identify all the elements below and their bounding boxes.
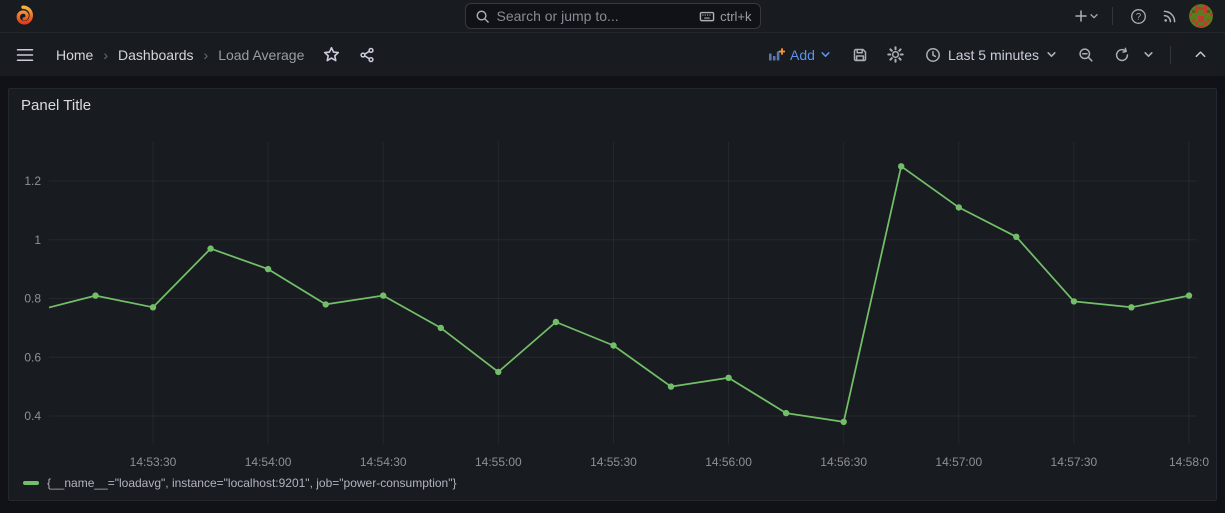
breadcrumb: Home › Dashboards › Load Average <box>56 47 304 63</box>
dashboard-toolbar: Home › Dashboards › Load Average <box>0 33 1225 76</box>
top-nav-bar: ctrl+k ? <box>0 0 1225 33</box>
keyboard-icon <box>699 11 715 21</box>
toolbar-divider <box>1170 45 1171 64</box>
plus-icon <box>1075 10 1087 22</box>
gear-icon <box>887 46 905 63</box>
svg-text:14:55:00: 14:55:00 <box>475 455 522 469</box>
help-button[interactable]: ? <box>1125 3 1151 29</box>
svg-text:14:53:30: 14:53:30 <box>130 455 177 469</box>
refresh-dashboard-button[interactable] <box>1109 42 1135 68</box>
share-icon <box>360 47 375 62</box>
svg-text:14:56:30: 14:56:30 <box>820 455 867 469</box>
zoom-out-icon <box>1079 47 1093 62</box>
svg-text:14:57:30: 14:57:30 <box>1051 455 1098 469</box>
breadcrumb-current-dashboard: Load Average <box>218 46 305 63</box>
time-series-chart[interactable]: 0.4 0.6 0.8 1 1.2 14:53:30 14:54:00 14:54:30 14:… <box>17 119 1210 471</box>
chart-legend: {__name__="loadavg", instance="localhost… <box>17 473 1208 493</box>
svg-text:0.4: 0.4 <box>24 409 41 423</box>
svg-text:14:57:00: 14:57:00 <box>935 455 982 469</box>
user-avatar[interactable] <box>1189 4 1213 28</box>
chevron-down-icon <box>1047 52 1056 57</box>
dashboard-canvas: Panel Title 0.4 0.6 0.8 1 1.2 14:53:30 14:54:0… <box>0 76 1225 513</box>
add-panel-button[interactable]: Add <box>762 47 837 63</box>
svg-text:0.8: 0.8 <box>24 292 41 306</box>
svg-text:14:55:30: 14:55:30 <box>590 455 637 469</box>
collapse-toolbar-button[interactable] <box>1187 42 1213 68</box>
zoom-out-time-button[interactable] <box>1073 42 1099 68</box>
chart-svg[interactable]: 0.4 0.6 0.8 1 1.2 14:53:30 14:54:00 14:54:30 14:… <box>17 119 1210 471</box>
panel-title[interactable]: Panel Title <box>21 97 92 114</box>
add-panel-label: Add <box>790 46 815 63</box>
breadcrumb-home[interactable]: Home <box>56 46 94 63</box>
hamburger-icon <box>16 48 34 61</box>
breadcrumb-separator: › <box>203 46 209 63</box>
legend-series-label[interactable]: {__name__="loadavg", instance="localhost… <box>47 476 457 490</box>
legend-series-swatch[interactable] <box>23 481 39 485</box>
svg-text:?: ? <box>1135 11 1140 22</box>
help-icon: ? <box>1130 8 1146 24</box>
refresh-interval-dropdown[interactable] <box>1143 49 1154 60</box>
svg-text:14:56:00: 14:56:00 <box>705 455 752 469</box>
chevron-down-icon <box>821 52 830 57</box>
grafana-logo[interactable] <box>12 3 36 29</box>
chevron-up-icon <box>1195 51 1205 58</box>
svg-text:14:58:0: 14:58:0 <box>1169 455 1209 469</box>
search-shortcut: ctrl+k <box>699 8 752 24</box>
mega-menu-toggle[interactable] <box>12 42 38 68</box>
save-icon <box>853 48 867 61</box>
rss-icon <box>1163 10 1176 23</box>
add-panel-icon <box>769 47 786 60</box>
topbar-actions: ? <box>1074 0 1213 32</box>
svg-text:14:54:30: 14:54:30 <box>360 455 407 469</box>
star-icon <box>323 46 339 62</box>
grafana-flame-icon <box>16 5 34 25</box>
chevron-down-icon <box>1090 14 1098 19</box>
favorite-dashboard-button[interactable] <box>318 42 344 68</box>
time-range-picker[interactable]: Last 5 minutes <box>919 47 1063 63</box>
timeseries-panel: Panel Title 0.4 0.6 0.8 1 1.2 14:53:30 14:54:0… <box>8 88 1217 501</box>
avatar-pixel-icon <box>1189 4 1213 28</box>
svg-text:1: 1 <box>34 233 41 247</box>
search-bar[interactable]: ctrl+k <box>464 3 761 29</box>
svg-text:0.6: 0.6 <box>24 350 41 364</box>
clock-icon <box>925 47 940 62</box>
search-icon <box>476 10 489 23</box>
save-dashboard-button[interactable] <box>847 42 873 68</box>
news-button[interactable] <box>1157 3 1183 29</box>
topbar-divider <box>1112 7 1113 25</box>
breadcrumb-dashboards[interactable]: Dashboards <box>118 46 194 63</box>
refresh-icon <box>1115 47 1129 61</box>
dashboard-settings-button[interactable] <box>883 42 909 68</box>
new-menu-button[interactable] <box>1074 3 1100 29</box>
breadcrumb-separator: › <box>103 46 109 63</box>
svg-text:14:54:00: 14:54:00 <box>245 455 292 469</box>
time-range-label: Last 5 minutes <box>947 46 1039 63</box>
share-dashboard-button[interactable] <box>354 42 380 68</box>
search-input[interactable] <box>496 8 693 24</box>
svg-text:1.2: 1.2 <box>24 174 41 188</box>
search-shortcut-label: ctrl+k <box>720 8 752 24</box>
